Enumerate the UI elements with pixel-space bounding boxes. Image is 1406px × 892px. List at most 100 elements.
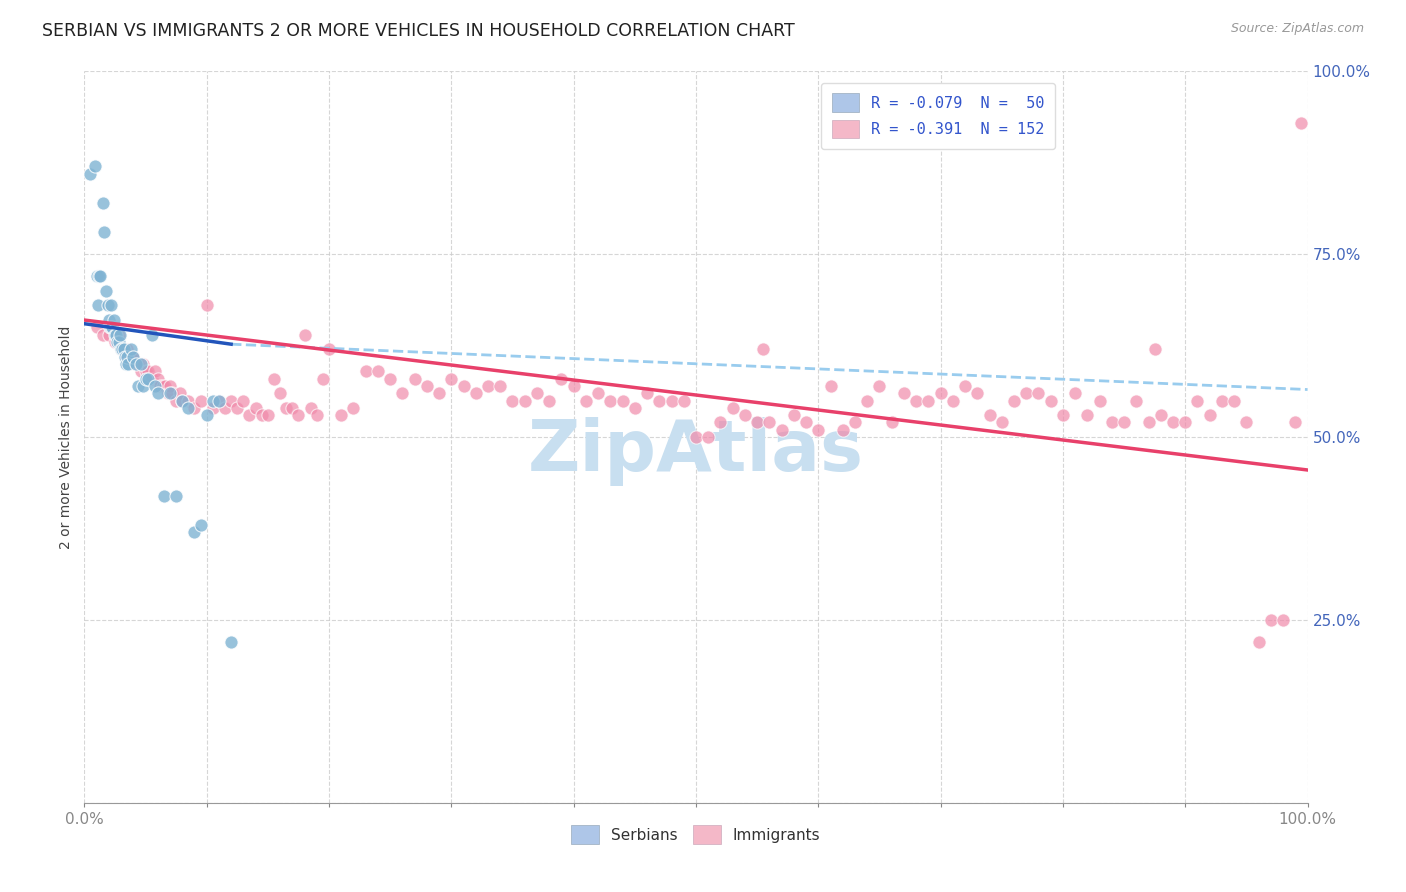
- Point: [201, 393, 224, 408]
- Point: [125, 357, 148, 371]
- Point: [183, 525, 205, 540]
- Point: [783, 408, 806, 422]
- Point: [752, 343, 775, 357]
- Point: [1064, 386, 1087, 401]
- Point: [190, 517, 212, 532]
- Point: [183, 401, 205, 415]
- Point: [162, 386, 184, 401]
- Point: [232, 393, 254, 408]
- Point: [107, 327, 129, 342]
- Point: [195, 408, 218, 422]
- Point: [129, 357, 152, 371]
- Point: [97, 313, 120, 327]
- Point: [276, 401, 298, 415]
- Point: [354, 364, 377, 378]
- Point: [120, 350, 142, 364]
- Point: [86, 320, 108, 334]
- Point: [269, 386, 291, 401]
- Point: [929, 386, 952, 401]
- Point: [966, 386, 988, 401]
- Point: [156, 386, 179, 401]
- Point: [502, 393, 524, 408]
- Text: Source: ZipAtlas.com: Source: ZipAtlas.com: [1230, 22, 1364, 36]
- Point: [172, 393, 194, 408]
- Point: [115, 343, 138, 357]
- Point: [149, 379, 172, 393]
- Point: [114, 350, 136, 364]
- Point: [685, 430, 707, 444]
- Point: [112, 343, 135, 357]
- Point: [991, 416, 1014, 430]
- Point: [219, 635, 242, 649]
- Point: [111, 343, 134, 357]
- Point: [820, 379, 842, 393]
- Point: [141, 371, 163, 385]
- Point: [1101, 416, 1123, 430]
- Point: [107, 334, 129, 349]
- Point: [219, 393, 242, 408]
- Point: [91, 327, 114, 342]
- Point: [177, 393, 200, 408]
- Point: [538, 393, 561, 408]
- Y-axis label: 2 or more Vehicles in Household: 2 or more Vehicles in Household: [59, 326, 73, 549]
- Point: [1187, 393, 1209, 408]
- Point: [117, 357, 139, 371]
- Point: [115, 357, 138, 371]
- Point: [143, 379, 166, 393]
- Point: [672, 393, 695, 408]
- Point: [526, 386, 548, 401]
- Point: [245, 401, 267, 415]
- Point: [97, 327, 120, 342]
- Point: [263, 371, 285, 385]
- Point: [87, 298, 110, 312]
- Point: [1161, 416, 1184, 430]
- Point: [104, 327, 127, 342]
- Point: [1028, 386, 1050, 401]
- Point: [169, 386, 191, 401]
- Point: [979, 408, 1001, 422]
- Point: [513, 393, 536, 408]
- Point: [208, 393, 231, 408]
- Text: SERBIAN VS IMMIGRANTS 2 OR MORE VEHICLES IN HOUSEHOLD CORRELATION CHART: SERBIAN VS IMMIGRANTS 2 OR MORE VEHICLES…: [42, 22, 794, 40]
- Point: [125, 357, 148, 371]
- Point: [648, 393, 671, 408]
- Point: [747, 416, 769, 430]
- Point: [380, 371, 402, 385]
- Point: [1088, 393, 1111, 408]
- Point: [153, 379, 176, 393]
- Point: [97, 298, 120, 312]
- Point: [132, 379, 155, 393]
- Point: [330, 408, 353, 422]
- Point: [856, 393, 879, 408]
- Point: [1284, 416, 1306, 430]
- Point: [305, 408, 328, 422]
- Point: [146, 386, 169, 401]
- Point: [104, 334, 127, 349]
- Point: [1125, 393, 1147, 408]
- Point: [599, 393, 621, 408]
- Point: [190, 393, 212, 408]
- Point: [734, 408, 756, 422]
- Point: [238, 408, 260, 422]
- Point: [575, 393, 598, 408]
- Point: [129, 364, 152, 378]
- Point: [84, 160, 107, 174]
- Point: [391, 386, 413, 401]
- Point: [416, 379, 439, 393]
- Point: [636, 386, 658, 401]
- Point: [105, 334, 128, 349]
- Point: [79, 167, 101, 181]
- Point: [844, 416, 866, 430]
- Point: [905, 393, 928, 408]
- Point: [294, 327, 316, 342]
- Point: [143, 364, 166, 378]
- Point: [942, 393, 965, 408]
- Point: [489, 379, 512, 393]
- Point: [165, 489, 187, 503]
- Point: [1143, 343, 1166, 357]
- Point: [1223, 393, 1246, 408]
- Point: [136, 364, 159, 378]
- Point: [110, 343, 132, 357]
- Point: [195, 298, 218, 312]
- Point: [100, 320, 122, 334]
